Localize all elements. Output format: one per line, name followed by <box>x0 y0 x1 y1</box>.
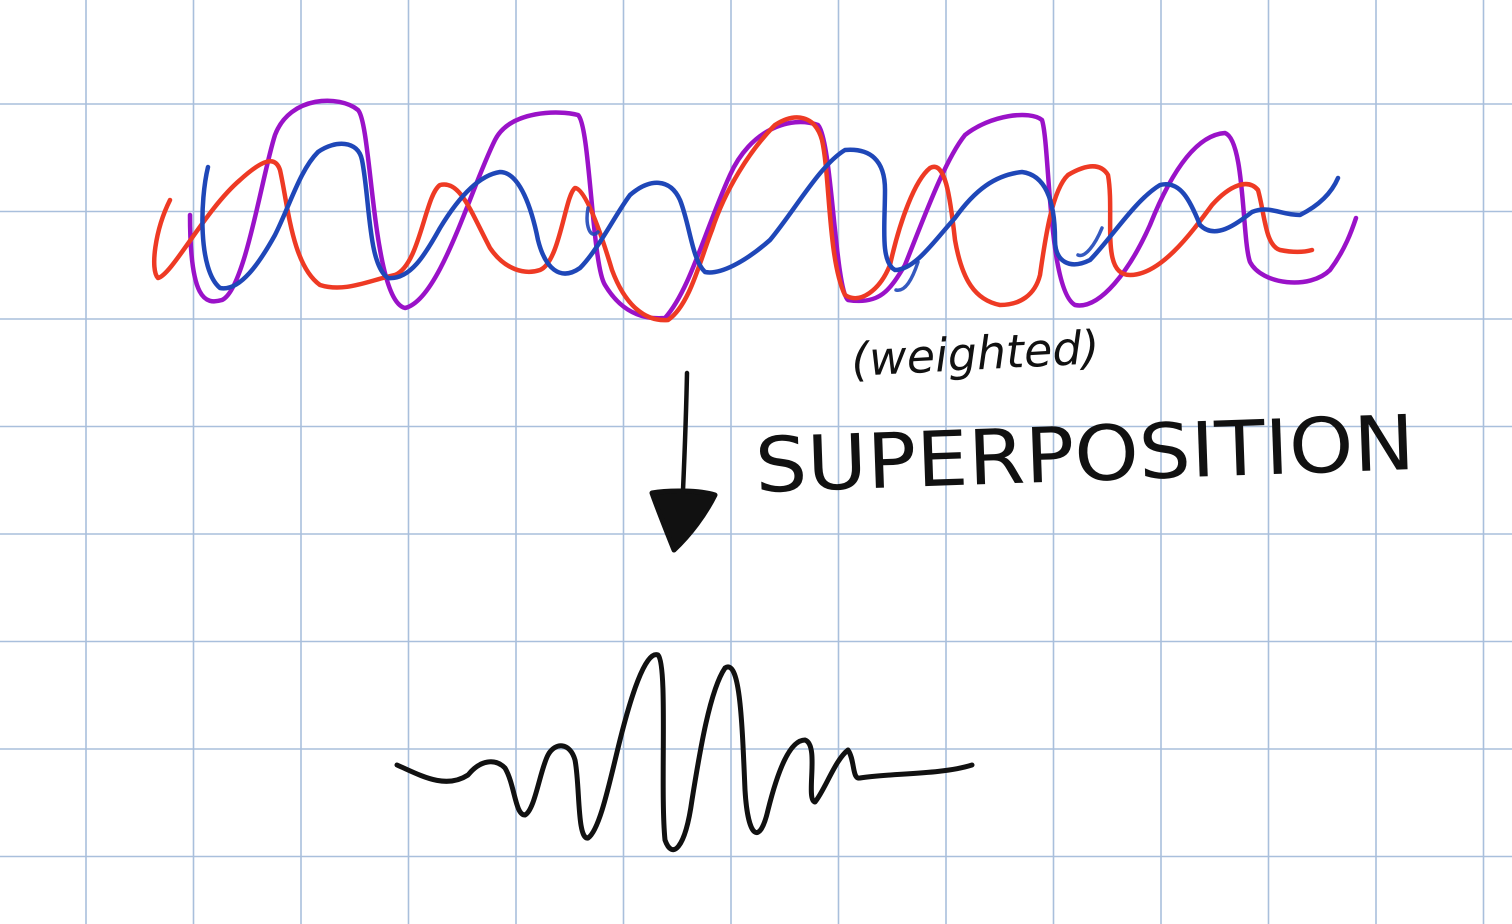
wave-packet <box>394 652 975 853</box>
wave-purple <box>187 98 1359 321</box>
superposition-label: SUPERPOSITION <box>754 398 1417 510</box>
scribble-mark <box>585 206 1104 292</box>
arrow-head <box>649 488 718 553</box>
component-waves <box>151 98 1359 323</box>
qualifier-text: (weighted) <box>850 320 1101 387</box>
wave-red <box>151 115 1315 323</box>
arrow-down-icon <box>649 370 718 553</box>
wave-blue <box>200 141 1341 291</box>
